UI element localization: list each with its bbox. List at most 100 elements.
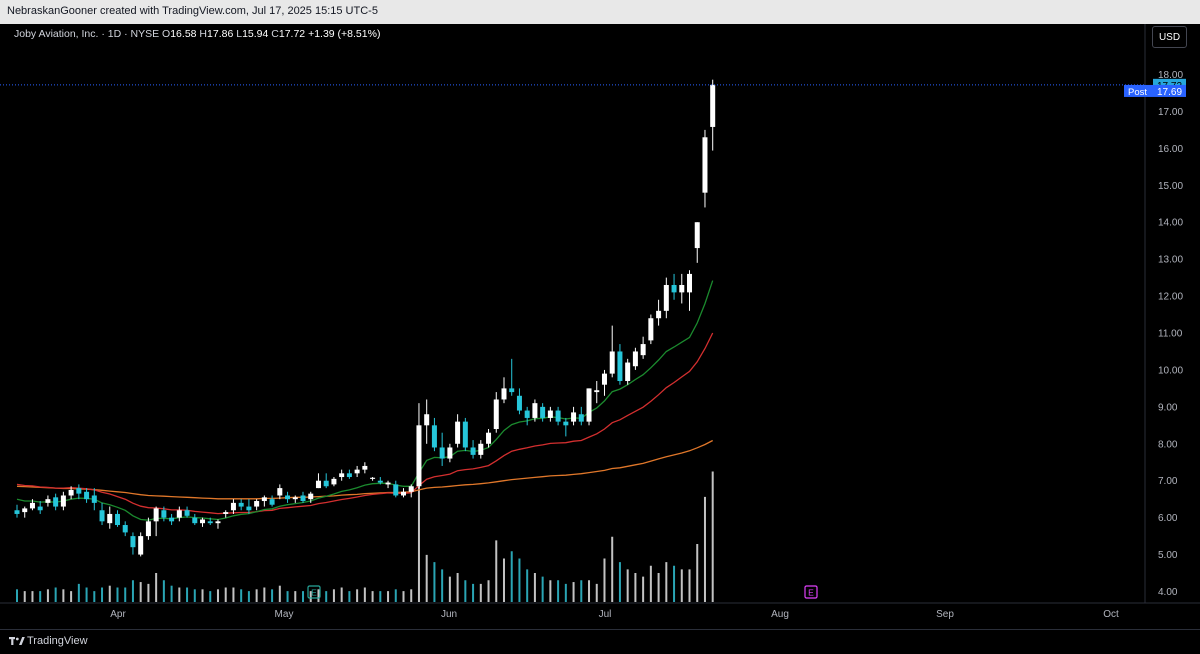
- candle-body: [130, 536, 136, 548]
- volume-bar: [77, 583, 80, 602]
- volume-bar: [595, 583, 598, 602]
- volume-bar: [564, 583, 567, 602]
- candle-body: [184, 510, 190, 516]
- volume-bar: [39, 591, 42, 602]
- candle-body: [516, 395, 522, 411]
- volume-bar: [533, 573, 536, 602]
- candle-body: [486, 432, 492, 444]
- candle-body: [393, 484, 399, 496]
- tradingview-logo-icon: [9, 637, 25, 645]
- y-tick-label: 17.00: [1158, 107, 1183, 118]
- candle-body: [609, 351, 615, 374]
- volume-bar: [162, 580, 165, 602]
- ema-long-line: [16, 439, 713, 500]
- candle-body: [285, 495, 291, 500]
- volume-bar: [93, 591, 96, 602]
- volume-bar: [232, 587, 235, 602]
- ema-short-line: [16, 280, 714, 521]
- candle-body: [710, 84, 716, 127]
- candle-body: [308, 493, 314, 500]
- y-tick-label: 9.00: [1158, 402, 1178, 413]
- candle-body: [679, 284, 685, 293]
- volume-bar: [62, 589, 65, 602]
- volume-bar: [302, 591, 305, 602]
- volume-bar: [278, 585, 281, 602]
- volume-bar: [387, 591, 390, 602]
- candle-body: [22, 508, 28, 513]
- legend-high: 17.86: [207, 28, 234, 40]
- volume-bar: [441, 569, 444, 602]
- volume-bar: [348, 591, 351, 602]
- candle-body: [640, 344, 646, 356]
- x-tick-label: Aug: [771, 609, 789, 620]
- footer: TradingView: [0, 629, 1200, 654]
- legend-close-label: C: [271, 28, 279, 40]
- candle-body: [586, 388, 592, 422]
- candle-body: [29, 502, 35, 509]
- candle-body: [300, 495, 306, 502]
- price-chart[interactable]: 18.00 17.00 16.00 15.00 14.00 13.00 12.00 11.00…: [0, 24, 1200, 653]
- candle-body: [99, 510, 105, 522]
- candle-body: [694, 222, 700, 249]
- candle-body: [153, 508, 159, 522]
- legend-low: 15.94: [242, 28, 269, 40]
- volume-bar: [23, 591, 26, 602]
- legend-symbol: Joby Aviation, Inc. · 1D · NYSE: [14, 28, 160, 40]
- candle-body: [107, 513, 113, 524]
- candle-body: [292, 497, 298, 500]
- candle-body: [346, 473, 352, 478]
- candle-body: [447, 447, 453, 459]
- y-tick-label: 12.00: [1158, 292, 1183, 303]
- candle-body: [269, 499, 275, 505]
- candle-body: [431, 425, 437, 448]
- candle-body: [648, 318, 654, 341]
- candle-body: [37, 506, 43, 511]
- volume-bar: [271, 589, 274, 602]
- volume-bar: [518, 558, 521, 602]
- volume-bar: [410, 589, 413, 602]
- candle-body: [493, 399, 499, 430]
- candle-body: [702, 137, 708, 193]
- x-tick-label: Oct: [1103, 609, 1119, 620]
- candle-body: [601, 373, 607, 385]
- volume-bar: [193, 589, 196, 602]
- volume-bar: [402, 591, 405, 602]
- candle-body: [362, 465, 368, 470]
- volume-bar: [657, 573, 660, 602]
- volume-bar: [580, 580, 583, 602]
- volume-bar: [294, 591, 297, 602]
- candle-body: [315, 480, 321, 489]
- candle-body: [60, 495, 66, 507]
- volume-bar: [634, 573, 637, 602]
- candle-body: [145, 521, 151, 537]
- candle-body: [215, 521, 221, 524]
- candle-body: [547, 410, 553, 418]
- chart-frame[interactable]: 18.00 17.00 16.00 15.00 14.00 13.00 12.00 11.00…: [0, 24, 1200, 653]
- currency-button[interactable]: USD: [1152, 26, 1187, 48]
- volume-bar: [85, 587, 88, 602]
- candle-body: [261, 497, 267, 502]
- volume-bar: [108, 585, 111, 602]
- post-price-tag: [1124, 84, 1186, 97]
- candle-body: [671, 284, 677, 293]
- y-tick-label: 11.00: [1158, 329, 1183, 340]
- volume-bar: [626, 569, 629, 602]
- candle-body: [230, 502, 236, 511]
- candle-body: [200, 519, 206, 524]
- volume-bar: [572, 582, 575, 602]
- candle-body: [416, 425, 422, 487]
- candle-body: [323, 480, 329, 487]
- candle-body: [501, 388, 507, 400]
- earnings-marker-label: E: [808, 588, 814, 598]
- volume-bar: [711, 471, 714, 602]
- volume-bar: [147, 583, 150, 602]
- volume-bar: [603, 558, 606, 602]
- candle-body: [176, 510, 182, 518]
- x-tick-label: May: [275, 609, 294, 620]
- volume-bar: [46, 589, 49, 602]
- volume-bar: [502, 558, 505, 602]
- y-tick-label: 10.00: [1158, 365, 1183, 376]
- candle-body: [339, 473, 345, 478]
- candle-body: [277, 488, 283, 496]
- volume-bar: [433, 562, 436, 602]
